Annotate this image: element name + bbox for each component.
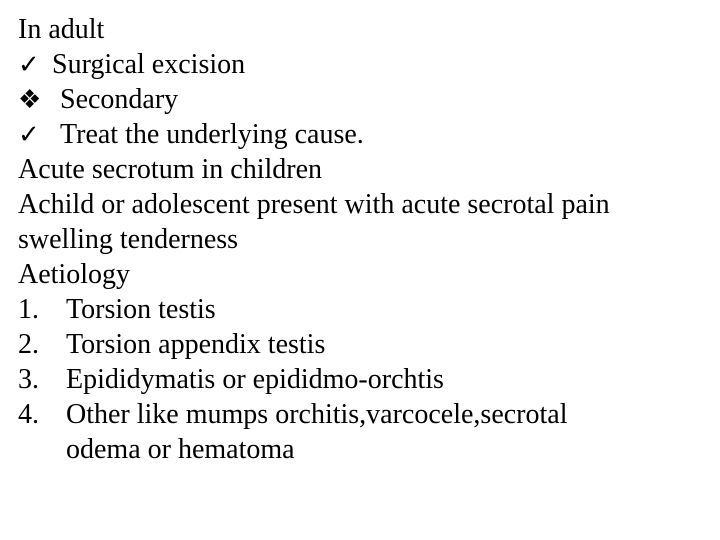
text-line-acute-secrotum: Acute secrotum in children (18, 152, 702, 187)
diamond-icon: ❖ (18, 84, 52, 117)
list-number: 3. (18, 362, 66, 397)
list-text: odema or hematoma (66, 434, 295, 465)
check-icon: ✓ (18, 119, 52, 152)
list-number: 2. (18, 327, 66, 362)
bullet-surgical-excision: ✓ Surgical excision (18, 47, 702, 82)
list-number: 1. (18, 292, 66, 327)
list-item-2: 2. Torsion appendix testis (18, 327, 702, 362)
bullet-treat-cause: ✓ Treat the underlying cause. (18, 117, 702, 152)
list-text: Other like mumps orchitis,varcocele,secr… (66, 397, 567, 432)
list-number: 4. (18, 397, 66, 432)
list-item-3: 3. Epididymatis or epididmo-orchtis (18, 362, 702, 397)
text-line-swelling: swelling tenderness (18, 222, 702, 257)
text-line-in-adult: In adult (18, 12, 702, 47)
bullet-text: Secondary (60, 82, 178, 117)
bullet-secondary: ❖ Secondary (18, 82, 702, 117)
text-line-achild: Achild or adolescent present with acute … (18, 187, 702, 222)
list-text: Epididymatis or epididmo-orchtis (66, 362, 444, 397)
bullet-text: Treat the underlying cause. (60, 117, 364, 152)
list-item-4-continuation: odema or hematoma (18, 432, 702, 467)
slide-content: In adult ✓ Surgical excision ❖ Secondary… (0, 0, 720, 467)
list-item-1: 1. Torsion testis (18, 292, 702, 327)
bullet-text: Surgical excision (52, 47, 245, 82)
check-icon: ✓ (18, 49, 52, 82)
list-text: Torsion testis (66, 292, 216, 327)
list-item-4: 4. Other like mumps orchitis,varcocele,s… (18, 397, 702, 432)
text-line-aetiology: Aetiology (18, 257, 702, 292)
list-text: Torsion appendix testis (66, 327, 325, 362)
